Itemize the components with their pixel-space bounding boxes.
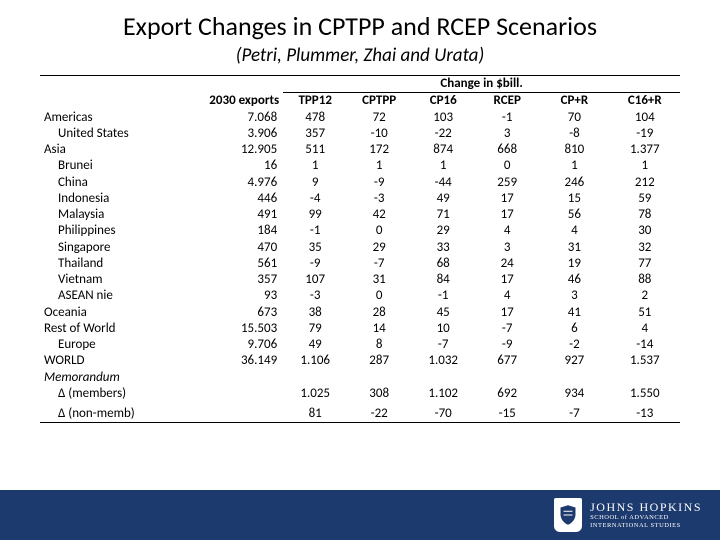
- change-in-bill-header: Change in $bill.: [283, 76, 680, 93]
- table-row: Vietnam3571073184174688: [40, 272, 680, 288]
- table-row: Brunei16111011: [40, 158, 680, 174]
- delta-nonmemb-row: Δ (non-memb)81-22-70-15-7-13: [40, 406, 680, 423]
- delta-members-row: Δ (members)1.0253081.1026929341.550: [40, 386, 680, 402]
- row-label: Thailand: [40, 256, 194, 272]
- row-label: Europe: [40, 337, 194, 353]
- table-row: Malaysia491994271175678: [40, 207, 680, 223]
- table-row: ASEAN nie93-30-1432: [40, 288, 680, 304]
- row-label: Indonesia: [40, 191, 194, 207]
- col-header-1: 2030 exports: [194, 93, 284, 110]
- logo-text: JOHNS HOPKINS SCHOOL of ADVANCED INTERNA…: [590, 501, 702, 528]
- memorandum-row: Memorandum: [40, 370, 680, 386]
- row-label: ASEAN nie: [40, 288, 194, 304]
- table-row: Singapore47035293333132: [40, 240, 680, 256]
- table-row: WORLD36.1491.1062871.0326779271.537: [40, 353, 680, 369]
- row-label: Brunei: [40, 158, 194, 174]
- footer-bar: JOHNS HOPKINS SCHOOL of ADVANCED INTERNA…: [0, 490, 720, 540]
- export-changes-table: Change in $bill.2030 exportsTPP12CPTPPCP…: [40, 75, 680, 423]
- col-header-5: RCEP: [475, 93, 539, 110]
- table-row: Americas7.06847872103-170104: [40, 110, 680, 126]
- row-label: Americas: [40, 110, 194, 126]
- col-header-4: CP16: [411, 93, 475, 110]
- table-row: Rest of World15.503791410-764: [40, 321, 680, 337]
- row-label: WORLD: [40, 353, 194, 369]
- data-table-container: Change in $bill.2030 exportsTPP12CPTPPCP…: [40, 75, 680, 423]
- row-label: Singapore: [40, 240, 194, 256]
- memorandum-label: Memorandum: [40, 370, 680, 386]
- col-header-3: CPTPP: [347, 93, 411, 110]
- table-column-header: 2030 exportsTPP12CPTPPCP16RCEPCP+RC16+R: [40, 93, 680, 110]
- row-label: Vietnam: [40, 272, 194, 288]
- table-row: Thailand561-9-768241977: [40, 256, 680, 272]
- row-label: Oceania: [40, 305, 194, 321]
- col-header-0: [40, 93, 194, 110]
- table-row: United States3.906357-10-223-8-19: [40, 126, 680, 142]
- slide-title: Export Changes in CPTPP and RCEP Scenari…: [0, 0, 720, 42]
- logo-main: JOHNS HOPKINS: [590, 501, 702, 514]
- row-label: China: [40, 175, 194, 191]
- table-row: Philippines184-10294430: [40, 223, 680, 239]
- col-header-2: TPP12: [283, 93, 347, 110]
- row-label: Rest of World: [40, 321, 194, 337]
- table-row: Europe9.706498-7-9-2-14: [40, 337, 680, 353]
- shield-icon: [554, 498, 582, 532]
- logo-sub1: SCHOOL of ADVANCED: [590, 514, 702, 521]
- row-label: Philippines: [40, 223, 194, 239]
- table-row: China4.9769-9-44259246212: [40, 175, 680, 191]
- row-label: United States: [40, 126, 194, 142]
- row-label: Malaysia: [40, 207, 194, 223]
- table-row: Indonesia446-4-349171559: [40, 191, 680, 207]
- row-label: Asia: [40, 142, 194, 158]
- logo-sub2: INTERNATIONAL STUDIES: [590, 522, 702, 529]
- logo: JOHNS HOPKINS SCHOOL of ADVANCED INTERNA…: [554, 498, 702, 532]
- col-header-7: C16+R: [610, 93, 680, 110]
- col-header-6: CP+R: [539, 93, 609, 110]
- table-super-header: Change in $bill.: [40, 76, 680, 93]
- table-row: Asia12.9055111728746688101.377: [40, 142, 680, 158]
- table-row: Oceania673382845174151: [40, 305, 680, 321]
- slide-subtitle: (Petri, Plummer, Zhai and Urata): [0, 44, 720, 67]
